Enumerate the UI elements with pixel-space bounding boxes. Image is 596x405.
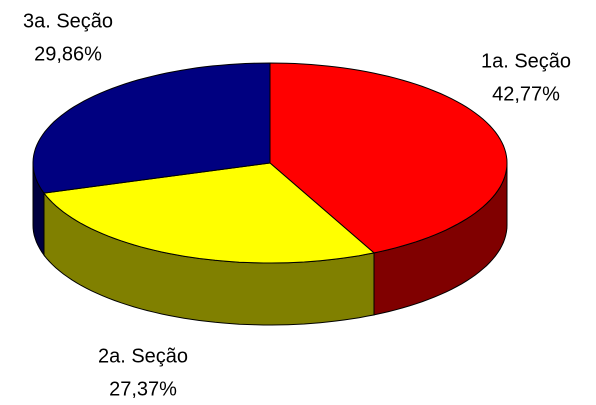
slice-value-label: 27,37%	[109, 378, 177, 400]
slice-value-label: 42,77%	[492, 83, 560, 105]
slice-label: 2a. Seção	[98, 345, 188, 367]
slice	[269, 62, 508, 254]
slice	[43, 162, 376, 264]
slice	[32, 62, 271, 194]
slice-label: 3a. Seção	[23, 10, 113, 32]
slice-value-label: 29,86%	[34, 43, 102, 65]
slice-label: 1a. Seção	[481, 50, 571, 72]
